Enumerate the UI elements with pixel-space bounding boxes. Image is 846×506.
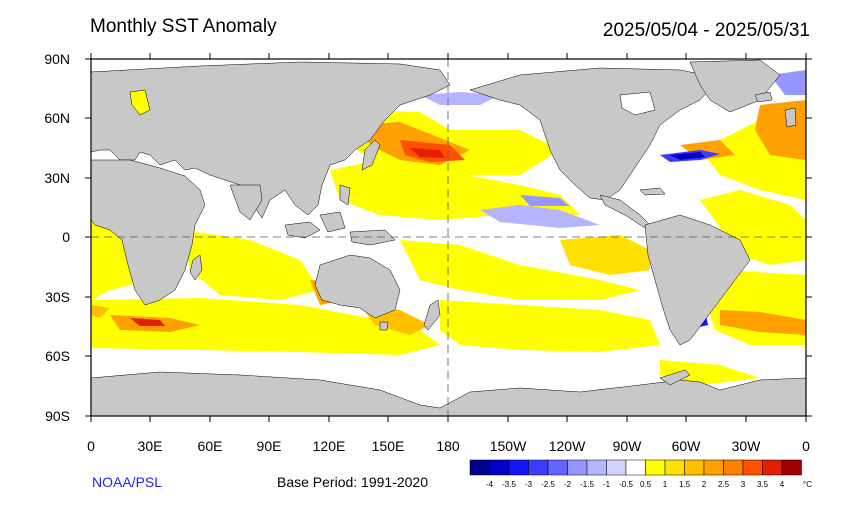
legend-tick-label: -4: [485, 480, 494, 489]
hudson-bay-water: [619, 91, 656, 116]
india-land: [229, 184, 263, 221]
legend-tick-label: 3: [740, 480, 746, 489]
legend-color-cell: [469, 459, 490, 476]
lon-label-60w: 60W: [671, 438, 701, 454]
lon-label-150w: 150W: [489, 438, 527, 454]
legend-tick-label: 4: [779, 480, 785, 489]
lat-label-90s: 90S: [45, 408, 70, 424]
new-zealand-land: [423, 299, 441, 331]
legend-tick-label: 2: [701, 480, 707, 489]
antarctic-peninsula-land: [659, 369, 691, 386]
lon-label-90w: 90W: [612, 438, 642, 454]
lon-label-90e: 90E: [256, 438, 282, 454]
lon-label-150e: 150E: [371, 438, 405, 454]
lon-label-120w: 120W: [548, 438, 586, 454]
credit-label: NOAA/PSL: [92, 474, 163, 490]
land-masses: [91, 59, 806, 416]
legend-color-cell: [606, 459, 627, 476]
legend-color-cell: [742, 459, 763, 476]
legend-tick-label: -1.5: [580, 480, 594, 489]
legend-tick-label: -3.5: [502, 480, 516, 489]
australia-land: [314, 254, 401, 319]
map-title: Monthly SST Anomaly: [90, 16, 277, 37]
antarctica-land: [91, 371, 806, 416]
legend-tick-label: 2.5: [717, 480, 730, 489]
uk-land: [784, 107, 797, 128]
legend-tick-label: 1: [662, 480, 668, 489]
legend-tick-label: -1: [602, 480, 611, 489]
philippines-land: [339, 184, 351, 206]
legend-tick-label: -0.5: [619, 480, 633, 489]
legend-color-cell: [684, 459, 705, 476]
lon-label-120e: 120E: [312, 438, 346, 454]
legend-color-cell: [508, 459, 529, 476]
legend-color-cell: [723, 459, 744, 476]
date-range: 2025/05/04 - 2025/05/31: [602, 20, 810, 41]
map-plot-area: [91, 59, 806, 416]
indonesia-land: [284, 221, 321, 239]
lon-label-0-end: 0: [802, 438, 810, 454]
legend-tick-label: -3: [524, 480, 533, 489]
lat-label-30s: 30S: [45, 289, 70, 305]
lon-label-30w: 30W: [731, 438, 761, 454]
lat-label-60s: 60S: [45, 348, 70, 364]
baltic-water: [129, 89, 151, 116]
legend-color-cell: [762, 459, 783, 476]
legend-color-cell: [567, 459, 588, 476]
legend-color-cell: [625, 459, 646, 476]
borneo-land: [319, 211, 346, 233]
legend-tick-label: -2.5: [541, 480, 555, 489]
lat-label-0: 0: [62, 229, 70, 245]
south-america-land: [644, 214, 751, 346]
legend-tick-label: 3.5: [756, 480, 769, 489]
legend-color-cell: [586, 459, 607, 476]
legend-color-cell: [664, 459, 685, 476]
base-period-label: Base Period: 1991-2020: [277, 474, 428, 490]
color-legend-bar: [469, 459, 802, 476]
lon-label-60e: 60E: [197, 438, 223, 454]
legend-color-cell: [528, 459, 549, 476]
iceland-land: [754, 91, 773, 103]
legend-color-cell: [645, 459, 666, 476]
japan-land: [361, 139, 381, 171]
tasmania-land: [379, 321, 389, 331]
eurasia-land: [91, 61, 451, 219]
legend-color-cell: [547, 459, 568, 476]
lat-label-90n: 90N: [44, 51, 70, 67]
legend-color-cell: [703, 459, 724, 476]
legend-color-cell: [489, 459, 510, 476]
legend-unit: °C: [803, 480, 812, 489]
legend-tick-label: 0.5: [639, 480, 652, 489]
axis-ticks: [85, 53, 812, 422]
lon-label-0: 0: [87, 438, 95, 454]
legend-tick-label: 1.5: [678, 480, 691, 489]
lon-label-180: 180: [436, 438, 460, 454]
madagascar-land: [189, 254, 203, 281]
new-guinea-land: [349, 229, 396, 246]
anomaly-field: [91, 70, 806, 385]
lat-label-30n: 30N: [44, 170, 70, 186]
north-america-land: [469, 67, 721, 201]
caribbean-land: [639, 187, 666, 196]
lat-label-60n: 60N: [44, 110, 70, 126]
africa-land: [91, 159, 206, 306]
lon-label-30e: 30E: [137, 438, 163, 454]
legend-tick-label: -2: [563, 480, 572, 489]
legend-color-cell: [781, 459, 802, 476]
